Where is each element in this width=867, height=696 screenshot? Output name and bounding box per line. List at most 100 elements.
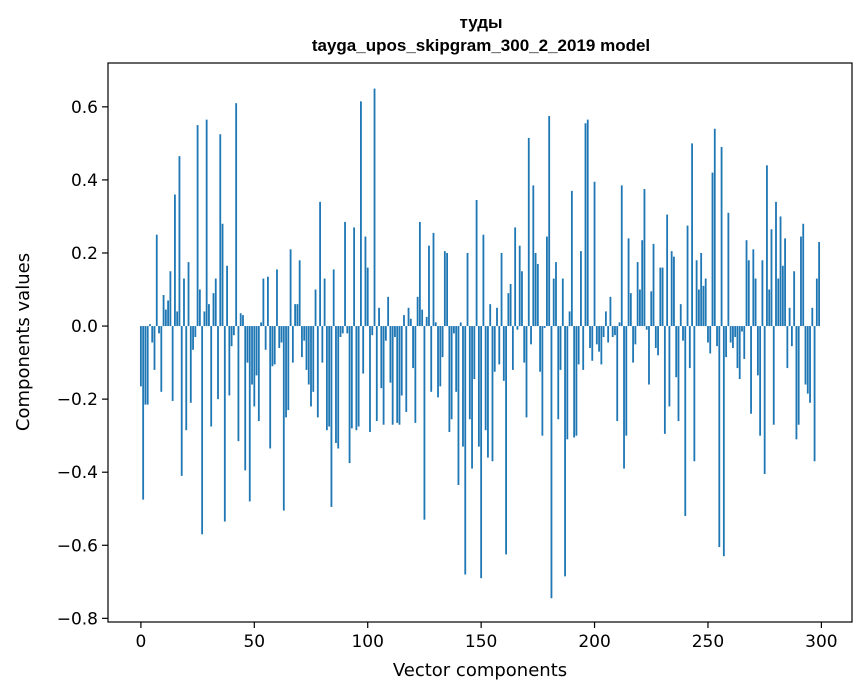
bar bbox=[362, 326, 365, 374]
bar bbox=[682, 326, 684, 341]
bar bbox=[253, 326, 256, 407]
bar bbox=[378, 307, 380, 327]
bar bbox=[768, 289, 771, 327]
bar bbox=[756, 326, 759, 376]
bar bbox=[784, 238, 786, 327]
bar bbox=[580, 251, 582, 327]
bar bbox=[557, 326, 560, 420]
bar bbox=[278, 326, 281, 348]
bar bbox=[339, 326, 342, 338]
bar bbox=[260, 322, 263, 327]
bar bbox=[636, 262, 639, 327]
bar bbox=[695, 260, 698, 327]
bar bbox=[423, 326, 426, 520]
plot-frame bbox=[107, 62, 853, 623]
bar bbox=[536, 263, 539, 327]
bar bbox=[577, 326, 580, 365]
bar bbox=[273, 326, 276, 365]
bar bbox=[355, 326, 358, 431]
bar bbox=[614, 326, 616, 336]
bar bbox=[759, 326, 762, 436]
bar bbox=[818, 242, 821, 327]
bar bbox=[164, 309, 167, 327]
bar bbox=[607, 326, 610, 343]
bar bbox=[174, 194, 176, 327]
bar bbox=[396, 326, 399, 423]
chart-title: туды bbox=[459, 13, 502, 32]
bar bbox=[187, 262, 190, 327]
bar bbox=[210, 326, 213, 427]
y-tick-label: −0.8 bbox=[57, 609, 98, 629]
bar bbox=[169, 271, 172, 327]
bar bbox=[523, 326, 526, 363]
bar bbox=[448, 326, 451, 433]
bar bbox=[189, 326, 192, 403]
bar bbox=[364, 236, 367, 327]
bar bbox=[770, 229, 773, 327]
bar bbox=[176, 311, 179, 327]
bar bbox=[729, 326, 732, 343]
bar bbox=[713, 128, 716, 327]
bar bbox=[609, 296, 612, 327]
bar bbox=[811, 307, 814, 327]
bar bbox=[800, 236, 802, 327]
bar bbox=[684, 326, 687, 517]
bar bbox=[232, 326, 235, 336]
bar bbox=[312, 326, 315, 392]
bar bbox=[239, 313, 242, 327]
bar bbox=[793, 271, 796, 327]
bar bbox=[657, 326, 659, 356]
bar bbox=[498, 326, 501, 365]
bar bbox=[654, 326, 657, 348]
bar bbox=[468, 326, 471, 420]
bar bbox=[589, 326, 591, 348]
bar bbox=[743, 326, 746, 359]
bar bbox=[409, 318, 412, 327]
bar bbox=[777, 278, 780, 327]
bar bbox=[711, 172, 714, 327]
bar bbox=[673, 256, 675, 327]
bar bbox=[255, 326, 258, 376]
bar bbox=[443, 251, 446, 327]
bar bbox=[434, 322, 437, 327]
bar bbox=[686, 225, 689, 327]
bar bbox=[223, 326, 226, 522]
bar bbox=[287, 326, 290, 411]
bar bbox=[514, 227, 517, 327]
bar bbox=[477, 326, 480, 447]
bar bbox=[321, 326, 324, 363]
bar bbox=[160, 326, 163, 392]
bar bbox=[346, 326, 349, 334]
bar bbox=[237, 326, 240, 442]
bar bbox=[747, 260, 750, 327]
bar bbox=[489, 304, 492, 327]
bar bbox=[750, 326, 752, 414]
bar bbox=[446, 252, 449, 327]
bar bbox=[425, 316, 428, 327]
bar bbox=[652, 243, 655, 327]
bar bbox=[700, 252, 703, 327]
bar bbox=[661, 267, 664, 327]
bar bbox=[623, 326, 625, 469]
bar bbox=[541, 326, 544, 436]
bar bbox=[584, 123, 587, 327]
bar bbox=[600, 326, 603, 365]
bar bbox=[804, 326, 807, 385]
bar bbox=[500, 252, 503, 327]
bar bbox=[525, 326, 528, 418]
bar bbox=[310, 326, 312, 407]
bar bbox=[595, 326, 598, 345]
bar bbox=[276, 269, 278, 327]
bar bbox=[802, 223, 805, 327]
bar bbox=[437, 326, 439, 398]
bar bbox=[716, 326, 718, 347]
bar bbox=[142, 326, 145, 500]
bar bbox=[534, 252, 537, 327]
chart-subtitle: tayga_upos_skipgram_300_2_2019 model bbox=[312, 36, 650, 55]
bar bbox=[643, 189, 646, 327]
bar bbox=[564, 326, 566, 577]
bar bbox=[675, 326, 678, 378]
bar bbox=[575, 326, 578, 436]
y-tick-label: 0.6 bbox=[71, 98, 98, 118]
